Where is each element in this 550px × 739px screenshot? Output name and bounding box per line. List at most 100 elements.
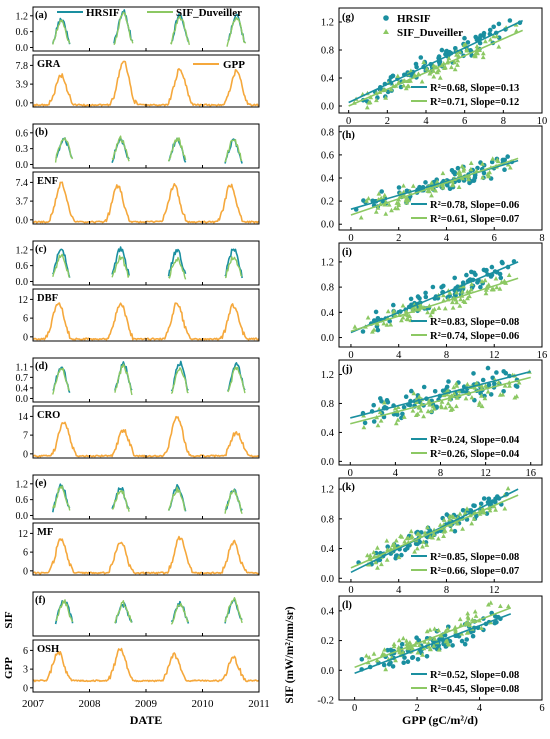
scatter-point-hrsif (399, 552, 404, 558)
scatter-point-sif-duveiller (480, 54, 486, 60)
scatter-point-sif-duveiller (436, 647, 442, 652)
scatter-point-sif-duveiller (416, 394, 422, 399)
scatter-point-sif-duveiller (464, 506, 470, 511)
axes-frame-scatter (338, 595, 543, 701)
scatter-point-sif-duveiller (381, 400, 387, 405)
scatter-point-sif-duveiller (430, 535, 435, 540)
scatter-point-sif-duveiller (364, 653, 369, 658)
scatter-point-hrsif (455, 165, 461, 171)
scatter-point-hrsif (452, 528, 458, 534)
y-tick-label: 1.1 (16, 362, 29, 373)
scatter-point-hrsif (432, 389, 438, 394)
scatter-point-sif-duveiller (366, 100, 372, 105)
scatter-point-sif-duveiller (431, 643, 437, 648)
x-tick-label: 8 (438, 468, 443, 479)
scatter-point-sif-duveiller (468, 287, 474, 292)
scatter-point-sif-duveiller (449, 64, 454, 70)
scatter-point-sif-duveiller (417, 642, 422, 648)
scatter-point-sif-duveiller (437, 75, 443, 80)
scatter-point-hrsif (385, 400, 391, 405)
scatter-point-sif-duveiller (470, 617, 475, 622)
y-tick-label: 1.2 (321, 257, 334, 268)
scatter-point-sif-duveiller (455, 62, 460, 67)
scatter-point-sif-duveiller (422, 639, 428, 644)
scatter-point-hrsif (487, 27, 493, 33)
scatter-point-sif-duveiller (461, 283, 466, 289)
scatter-point-sif-duveiller (454, 290, 460, 295)
scatter-point-sif-duveiller (425, 524, 430, 530)
scatter-point-hrsif (391, 302, 396, 308)
scatter-point-hrsif (410, 655, 415, 660)
scatter-point-sif-duveiller (400, 635, 406, 641)
scatter-point-sif-duveiller (358, 215, 364, 220)
scatter-point-hrsif (443, 52, 448, 57)
y-tick-label: 6 (23, 646, 28, 657)
scatter-point-sif-duveiller (469, 521, 475, 526)
scatter-point-sif-duveiller (450, 305, 456, 310)
scatter-point-sif-duveiller (446, 642, 452, 647)
scatter-point-sif-duveiller (437, 522, 443, 527)
y-tick-label: 1.2 (16, 245, 29, 256)
scatter-point-sif-duveiller (420, 544, 425, 549)
scatter-point-sif-duveiller (431, 531, 437, 537)
scatter-point-sif-duveiller (443, 405, 449, 410)
y-tick-label: 7.4 (16, 178, 29, 189)
scatter-point-sif-duveiller (464, 48, 470, 53)
y-tick-label: 0.0 (16, 160, 29, 171)
frame-layer (30, 6, 543, 701)
scatter-point-sif-duveiller (375, 422, 381, 428)
r2-label-hrsif: R²=0.24, Slope=0.04 (430, 435, 520, 446)
scatter-point-sif-duveiller (395, 73, 401, 78)
scatter-point-sif-duveiller (457, 49, 462, 54)
scatter-point-hrsif (408, 296, 414, 302)
scatter-point-sif-duveiller (497, 392, 503, 397)
axes-frame-cro-sif (32, 357, 260, 403)
scatter-point-hrsif (388, 660, 393, 665)
panel-label: (g) (342, 12, 355, 23)
scatter-point-hrsif (450, 643, 455, 648)
legend-label-hrsif: HRSIF (86, 7, 120, 19)
panel-label: (b) (35, 127, 48, 138)
scatter-point-hrsif (409, 388, 414, 394)
x-tick-label: 16 (525, 468, 536, 479)
x-tick-label: 12 (480, 468, 491, 479)
x-tick-label: 2 (396, 233, 401, 244)
scatter-point-sif-duveiller (378, 418, 384, 423)
y-tick-label: 0.0 (16, 43, 29, 54)
scatter-point-sif-duveiller (424, 628, 430, 634)
timeseries-line-sif_duveiller-enf (54, 135, 243, 163)
scatter-point-hrsif (390, 664, 396, 669)
panel-label: (e) (35, 478, 47, 489)
scatter-point-sif-duveiller (463, 396, 469, 401)
scatter-point-sif-duveiller (436, 305, 442, 310)
text-layer: 0.0 0.6 1.2 (a) 0.0 3.9 7.8 GRA 0.0 0.3 0.6 (b) 0.0 3… (3, 7, 547, 727)
scatter-point-hrsif (492, 620, 498, 626)
scatter-point-hrsif (446, 379, 451, 384)
x-tick-label: 4 (396, 585, 402, 596)
scatter-point-hrsif (419, 530, 424, 535)
x-tick-label: 6 (462, 116, 467, 127)
scatter-point-sif-duveiller (352, 324, 358, 329)
scatter-point-sif-duveiller (382, 192, 388, 198)
scatter-point-sif-duveiller (408, 68, 414, 73)
scatter-point-sif-duveiller (496, 44, 502, 49)
scatter-point-sif-duveiller (490, 156, 496, 161)
y-tick-label: 0.3 (16, 144, 29, 155)
x-tick-label: 8 (501, 116, 506, 127)
scatter-point-sif-duveiller (366, 562, 372, 567)
y-tick-label: 6 (23, 548, 28, 559)
scatter-point-sif-duveiller (383, 666, 389, 672)
y-tick-label: 0.0 (321, 102, 334, 113)
scatter-point-hrsif (449, 168, 455, 173)
scatter-point-sif-duveiller (421, 645, 427, 651)
y-tick-label: 0.0 (321, 457, 334, 468)
scatter-point-sif-duveiller (450, 182, 455, 188)
r2-label-hrsif: R²=0.68, Slope=0.13 (430, 83, 519, 94)
scatter-point-sif-duveiller (396, 554, 402, 560)
scatter-point-sif-duveiller (488, 37, 493, 42)
x-tick-label: 8 (539, 233, 544, 244)
scatter-point-hrsif (424, 654, 430, 659)
scatter-point-hrsif (403, 394, 409, 400)
scatter-point-sif-duveiller (428, 313, 434, 318)
y-tick-label: 0.0 (16, 98, 29, 109)
